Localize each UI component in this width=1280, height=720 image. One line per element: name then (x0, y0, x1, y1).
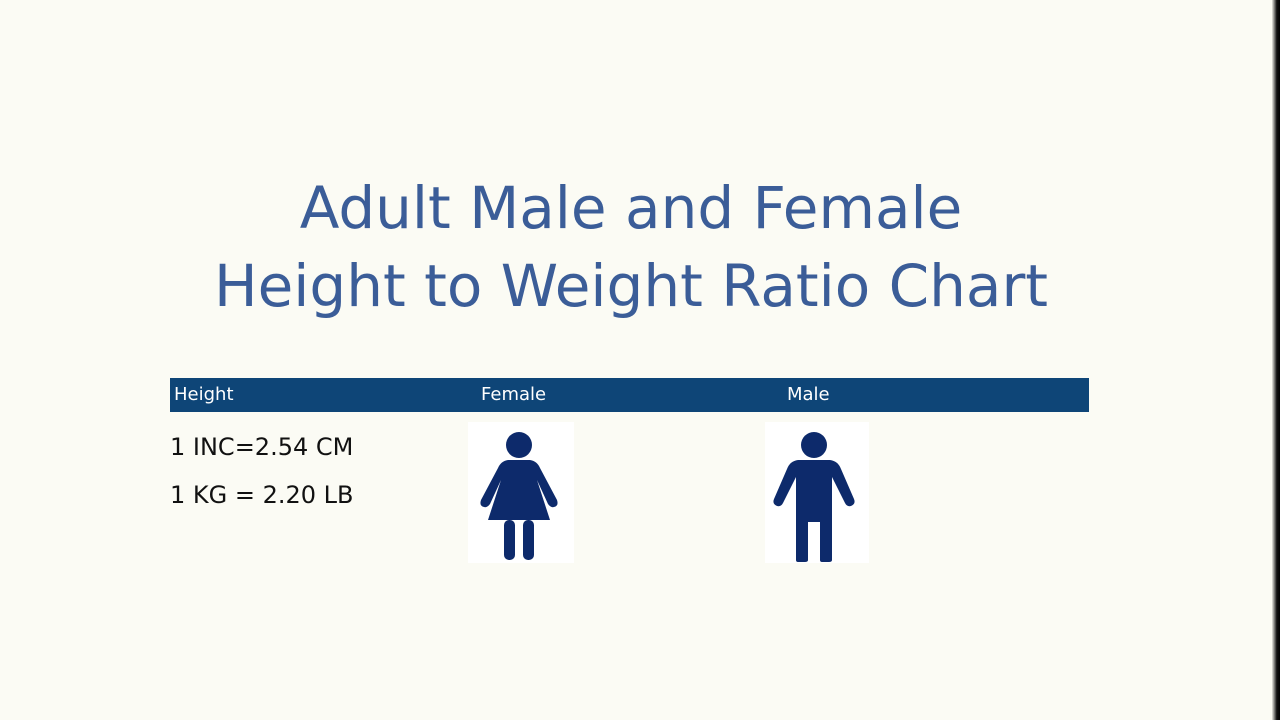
female-figure-cell (468, 422, 574, 563)
title-line-2: Height to Weight Ratio Chart (213, 251, 1049, 320)
column-header-height: Height (174, 384, 234, 405)
male-figure-cell (765, 422, 869, 563)
conversion-inch-cm: 1 INC=2.54 CM (170, 433, 354, 461)
column-header-male: Male (787, 384, 830, 405)
column-header-female: Female (481, 384, 547, 405)
title-line-1: Adult Male and Female (299, 173, 963, 242)
window-edge (1272, 0, 1280, 720)
conversion-kg-lb: 1 KG = 2.20 LB (170, 481, 354, 509)
female-person-icon (480, 432, 558, 560)
table-header-row: Height Female Male (170, 378, 1089, 412)
slide-title: Adult Male and Female Height to Weight R… (0, 169, 1262, 325)
male-person-icon (773, 432, 855, 562)
